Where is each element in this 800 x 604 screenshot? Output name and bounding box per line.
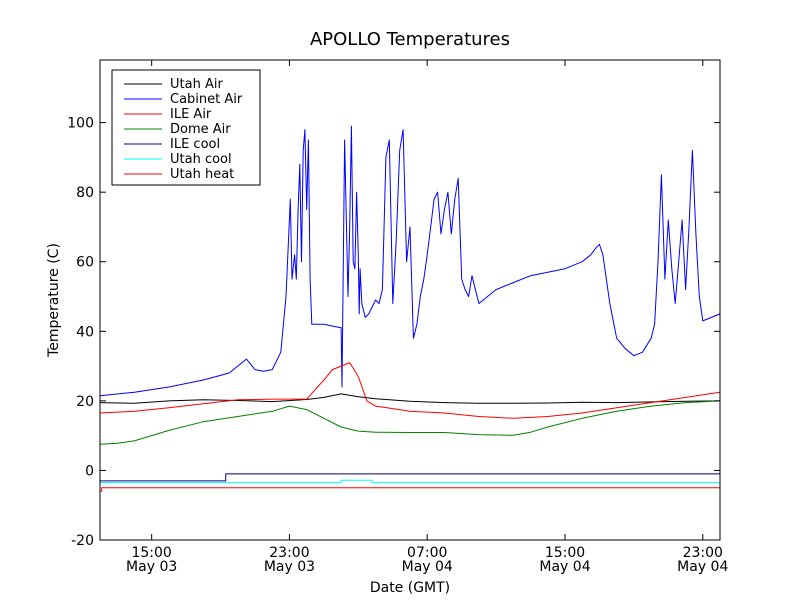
series-line-ile-cool (100, 473, 720, 482)
x-tick-date-label: May 04 (402, 559, 453, 575)
series-line-utah-air (100, 393, 720, 404)
plot-frame (99, 59, 721, 541)
series-line-utah-cool (100, 479, 720, 484)
series-line-utah-heat (100, 487, 720, 492)
chart-title: APOLLO Temperatures (310, 29, 510, 50)
series-line-dome-air (100, 400, 720, 445)
x-tick-time-label: 23:00 (269, 545, 309, 561)
legend-label-utah-air: Utah Air (170, 77, 223, 92)
y-tick-label: 0 (85, 463, 94, 479)
y-tick-label: 20 (76, 394, 94, 410)
x-tick-date-label: May 03 (264, 559, 315, 575)
x-tick-time-label: 23:00 (683, 545, 723, 561)
y-tick-label: 60 (76, 255, 94, 271)
legend-box (111, 69, 261, 186)
x-tick-time-label: 15:00 (131, 545, 171, 561)
y-tick-label: -20 (71, 533, 94, 549)
series-line-cabinet-air (100, 125, 720, 397)
x-tick-time-label: 07:00 (407, 545, 447, 561)
legend-label-ile-air: ILE Air (170, 107, 212, 122)
y-tick-label: 100 (67, 116, 94, 132)
x-tick-time-label: 15:00 (545, 545, 585, 561)
legend-label-ile-cool: ILE cool (170, 137, 220, 152)
y-axis-label: Temperature (C) (46, 243, 62, 358)
x-tick-date-label: May 04 (677, 559, 728, 575)
y-tick-label: 80 (76, 185, 94, 201)
x-tick-date-label: May 03 (126, 559, 177, 575)
legend-label-cabinet-air: Cabinet Air (170, 92, 243, 107)
x-tick-date-label: May 04 (539, 559, 590, 575)
legend-label-utah-heat: Utah heat (170, 167, 234, 182)
legend-label-utah-cool: Utah cool (170, 152, 232, 167)
y-tick-label: 40 (76, 324, 94, 340)
series-line-ile-air (100, 362, 720, 419)
x-axis-label: Date (GMT) (370, 580, 450, 596)
legend-label-dome-air: Dome Air (170, 122, 231, 137)
series-group (100, 125, 720, 492)
